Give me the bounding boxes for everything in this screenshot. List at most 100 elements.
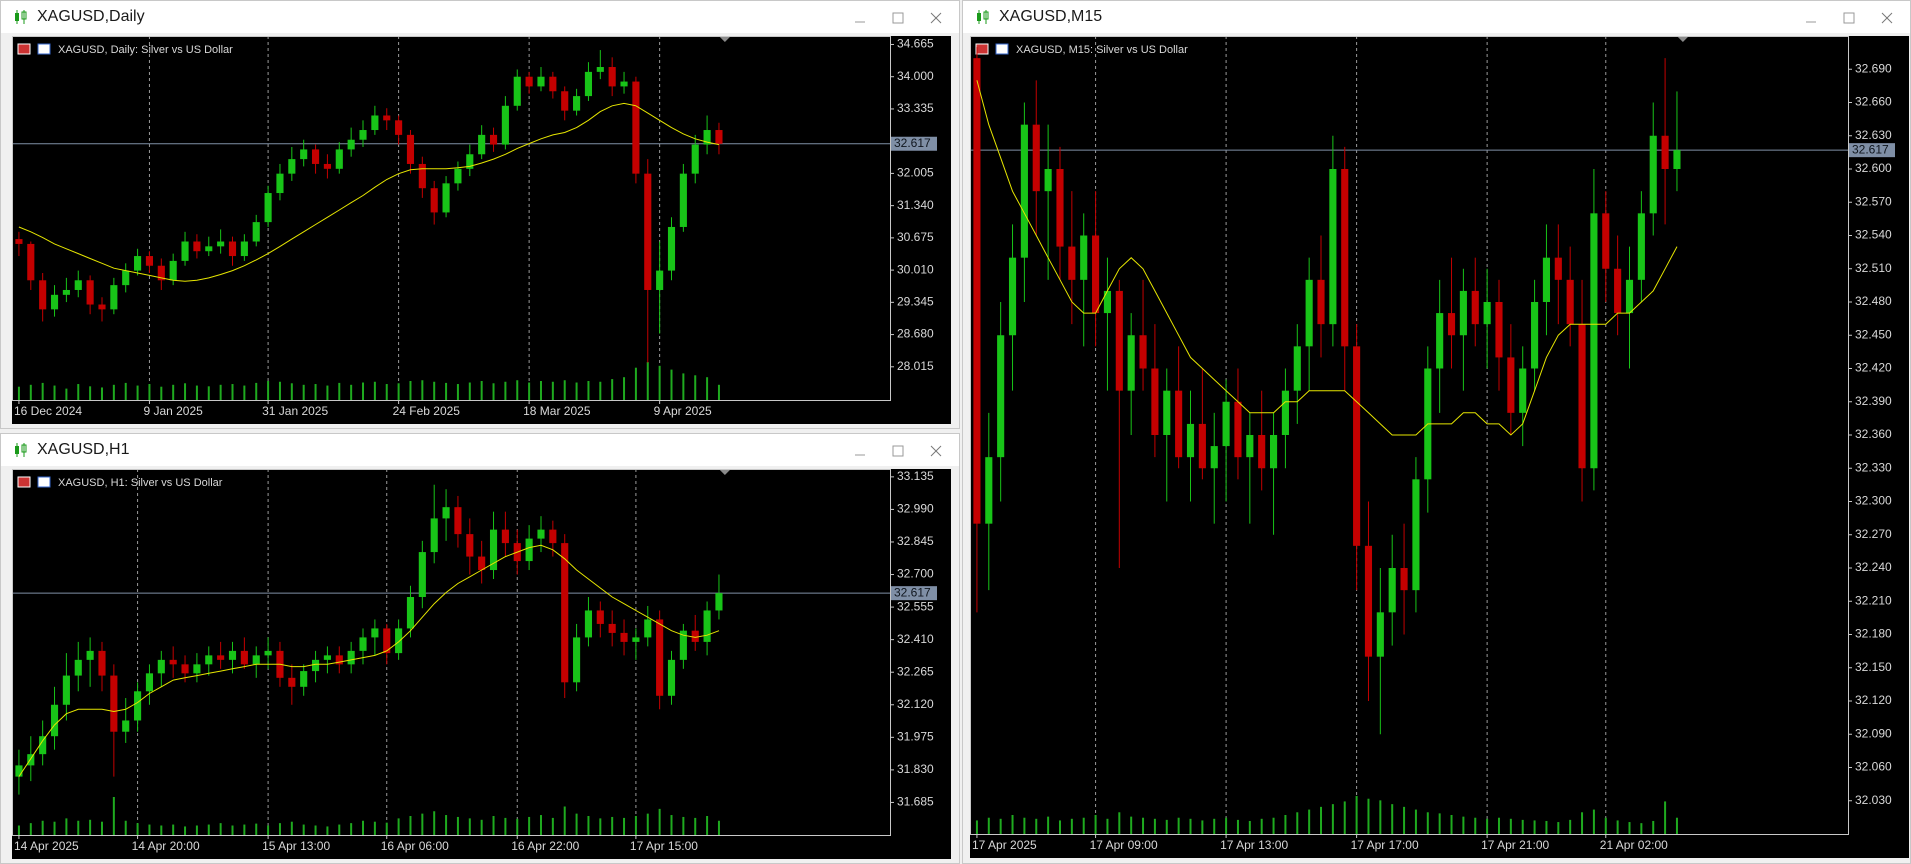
y-tick-label: 32.360 [1855,427,1892,441]
volume-bar [504,817,507,835]
candle-body [1554,257,1562,280]
volume-bar [278,381,281,400]
volume-bar [1569,819,1572,834]
volume-bar [694,817,697,835]
x-tick-label: 16 Dec 2024 [14,404,82,418]
candle-body [15,765,23,777]
chart-background [12,36,951,424]
volume-bar [172,384,175,400]
y-tick-label: 32.005 [897,166,934,180]
candle-body [1637,213,1645,280]
candle-body [228,650,237,660]
candle-body [205,655,213,665]
volume-bar [1106,818,1109,834]
candle-body [1305,279,1313,347]
window-buttons [855,445,942,457]
volume-bar [516,380,519,400]
candle-body [395,120,403,135]
volume-bar [1023,817,1026,834]
candle-body [359,130,367,140]
volume-bar [17,825,20,835]
y-tick-label: 31.975 [897,729,934,743]
candle-body [703,610,711,642]
volume-bar [492,383,495,400]
volume-bar [480,381,483,400]
volume-bar [456,384,459,400]
candle-body [1673,150,1681,169]
volume-bar [551,817,554,835]
volume-bar [255,382,258,400]
close-button[interactable] [930,445,942,457]
candle-body [323,655,331,660]
volume-bar [551,381,554,400]
window-title: XAGUSD,Daily [37,8,145,25]
x-tick-label: 17 Apr 21:00 [1481,838,1549,852]
volume-bar [587,816,590,835]
y-tick-label: 32.330 [1855,460,1892,474]
candle-body [169,260,177,281]
volume-bar [29,823,32,835]
volume-bar [1272,817,1275,834]
candle-body [632,637,640,642]
y-tick-label: 32.510 [1855,261,1892,275]
volume-bar [658,365,661,400]
volume-bar [975,820,978,834]
x-tick-label: 17 Apr 2025 [972,838,1037,852]
candle-body [549,76,557,92]
candle-body [311,149,320,164]
shift-marker [1677,37,1688,42]
maximize-button[interactable] [892,12,904,24]
volume-bar [658,808,661,835]
y-tick-label: 32.120 [897,697,934,711]
candle-body [1566,279,1574,325]
volume-bar [219,384,222,400]
y-tick-label: 32.570 [1855,194,1892,208]
maximize-button[interactable] [1843,12,1855,24]
candle-body [1186,423,1195,458]
chart-background [970,36,1909,858]
candle-body [1649,135,1657,214]
candle-body [1258,435,1266,469]
volume-bar [1652,820,1655,834]
close-button[interactable] [1881,12,1893,24]
volume-bar [1474,817,1477,834]
candle-body [1353,346,1361,546]
candle-body [1625,279,1634,314]
candle-body [1080,235,1088,280]
candle-body [1032,124,1040,192]
volume-bar [124,382,127,400]
plot-border [12,469,891,836]
candle-body [1507,357,1515,413]
candle-body [1246,435,1254,458]
candle-body [157,659,165,674]
candle-body [335,655,343,665]
candle-body [217,241,225,247]
candle-body [62,289,70,295]
candle-body [644,619,652,638]
candle-body [1293,346,1301,391]
chart-header: XAGUSD, Daily: Silver vs US Dollar [58,44,233,56]
y-tick-label: 32.450 [1855,327,1892,341]
volume-bar [1236,819,1239,834]
volume-bar [1604,817,1607,834]
candle-body [181,664,189,674]
volume-bar [1130,816,1133,834]
candle-body [193,664,201,674]
candle-body [288,677,296,687]
candle-body [1175,390,1183,458]
candle-body [656,619,664,696]
maximize-button[interactable] [892,445,904,457]
volume-bar [1047,816,1050,834]
volume-bar [575,813,578,835]
volume-bar [1414,809,1417,834]
candle-body [1661,135,1669,169]
volume-bar [1545,820,1548,834]
candle-body [1578,324,1586,469]
candle-body [300,671,308,687]
volume-bar [445,382,448,400]
close-button[interactable] [930,12,942,24]
x-tick-label: 16 Apr 22:00 [511,839,579,853]
candle-body [1376,612,1384,657]
candle-body [656,270,664,290]
volume-bar [1379,800,1382,834]
